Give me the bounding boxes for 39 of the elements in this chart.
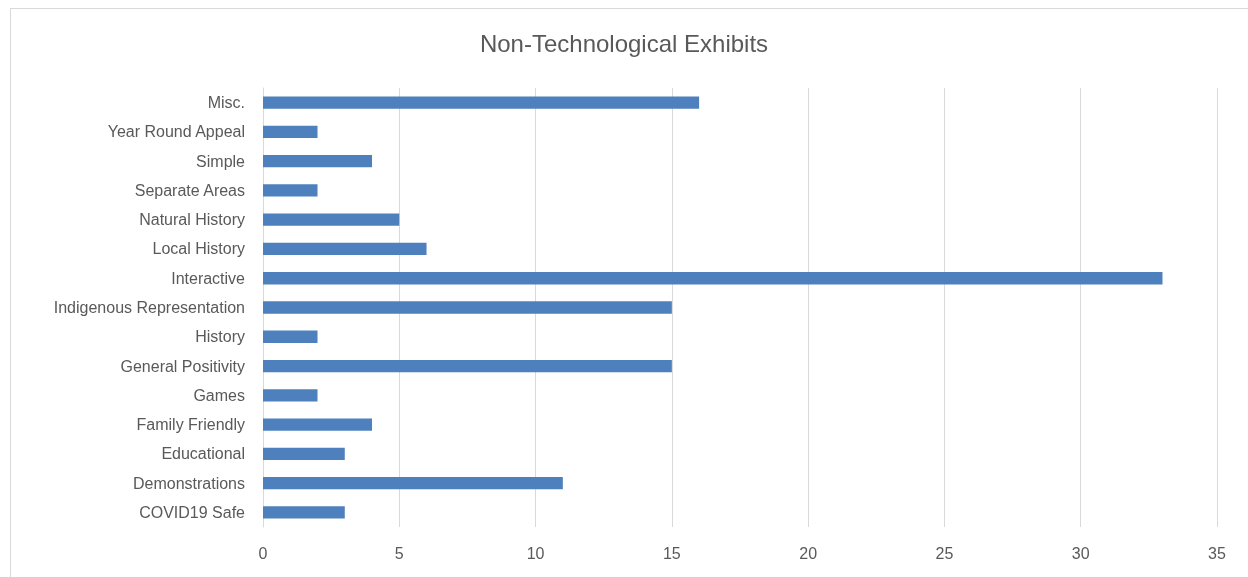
bar <box>263 447 345 460</box>
y-tick-label: Year Round Appeal <box>107 123 245 141</box>
x-tick-label: 5 <box>394 544 404 562</box>
x-tick-label: 35 <box>1208 544 1226 562</box>
bar <box>263 301 672 314</box>
y-tick-label: Games <box>193 386 245 404</box>
y-tick-label: Educational <box>161 445 245 463</box>
x-tick-label: 15 <box>662 544 681 562</box>
y-tick-label: Misc. <box>207 94 245 112</box>
y-tick-label: Family Friendly <box>136 416 245 434</box>
chart-title: Non-Technological Exhibits <box>479 29 769 57</box>
bar <box>263 125 318 139</box>
x-tick-label: 10 <box>526 544 545 562</box>
y-tick-label: Demonstrations <box>132 474 245 492</box>
bar <box>263 389 318 402</box>
y-tick-label: History <box>195 328 245 346</box>
bar <box>263 213 400 226</box>
bar <box>263 330 318 343</box>
y-tick-label: Natural History <box>139 211 245 229</box>
y-tick-label: General Positivity <box>120 357 245 375</box>
bar <box>263 96 700 109</box>
y-tick-label: Indigenous Representation <box>53 299 245 316</box>
x-tick-label: 20 <box>799 544 818 562</box>
y-tick-label: Local History <box>152 240 245 258</box>
y-tick-label: COVID19 Safe <box>139 503 246 521</box>
y-tick-label: Simple <box>196 152 246 170</box>
bar <box>263 506 345 519</box>
y-tick-label: Interactive <box>171 269 246 287</box>
bar <box>263 184 318 197</box>
x-tick-label: 25 <box>935 544 954 562</box>
y-tick-label: Separate Areas <box>134 181 245 199</box>
bar <box>263 272 1163 285</box>
x-tick-label: 0 <box>258 544 268 562</box>
bar <box>263 242 427 256</box>
bar <box>263 418 373 431</box>
x-tick-label: 30 <box>1071 544 1090 562</box>
bar <box>263 155 373 168</box>
bar <box>263 476 563 490</box>
bar <box>263 359 672 373</box>
